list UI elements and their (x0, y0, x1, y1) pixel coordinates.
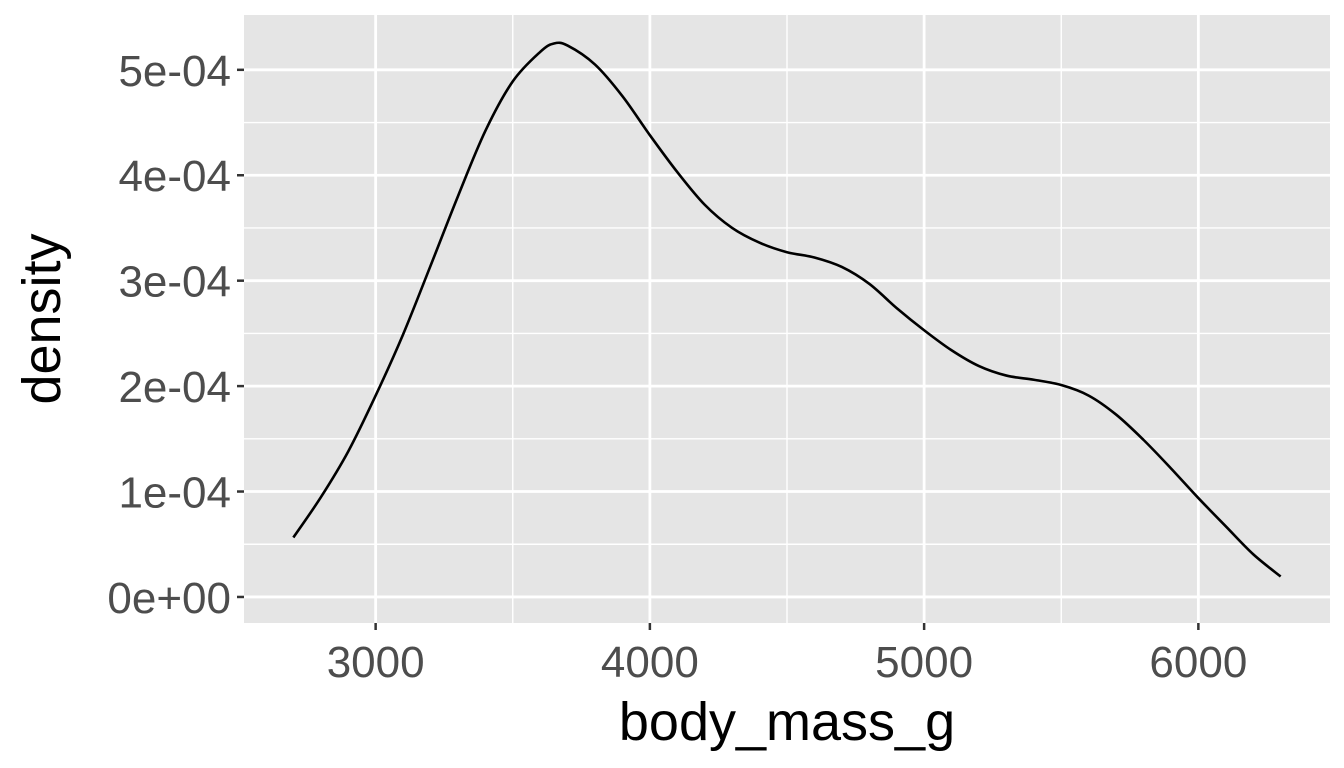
x-axis: 3000 4000 5000 6000 (327, 623, 1247, 687)
y-tick-label: 1e-04 (118, 469, 231, 518)
x-tick-label: 5000 (875, 638, 973, 687)
y-tick-label: 2e-04 (118, 363, 231, 412)
minor-gridlines (244, 15, 1330, 623)
y-tick-label: 3e-04 (118, 258, 231, 307)
x-tick-label: 6000 (1149, 638, 1247, 687)
x-tick-label: 4000 (601, 638, 699, 687)
x-tick-label: 3000 (327, 638, 425, 687)
y-axis-title: density (12, 233, 72, 404)
series-layer (292, 41, 1282, 578)
y-tick-label: 5e-04 (118, 47, 231, 96)
x-axis-title: body_mass_g (619, 692, 955, 752)
density-curve (292, 41, 1282, 578)
y-tick-label: 0e+00 (107, 574, 231, 623)
y-axis: 0e+00 1e-04 2e-04 3e-04 4e-04 5e-04 (107, 47, 244, 623)
y-tick-label: 4e-04 (118, 152, 231, 201)
